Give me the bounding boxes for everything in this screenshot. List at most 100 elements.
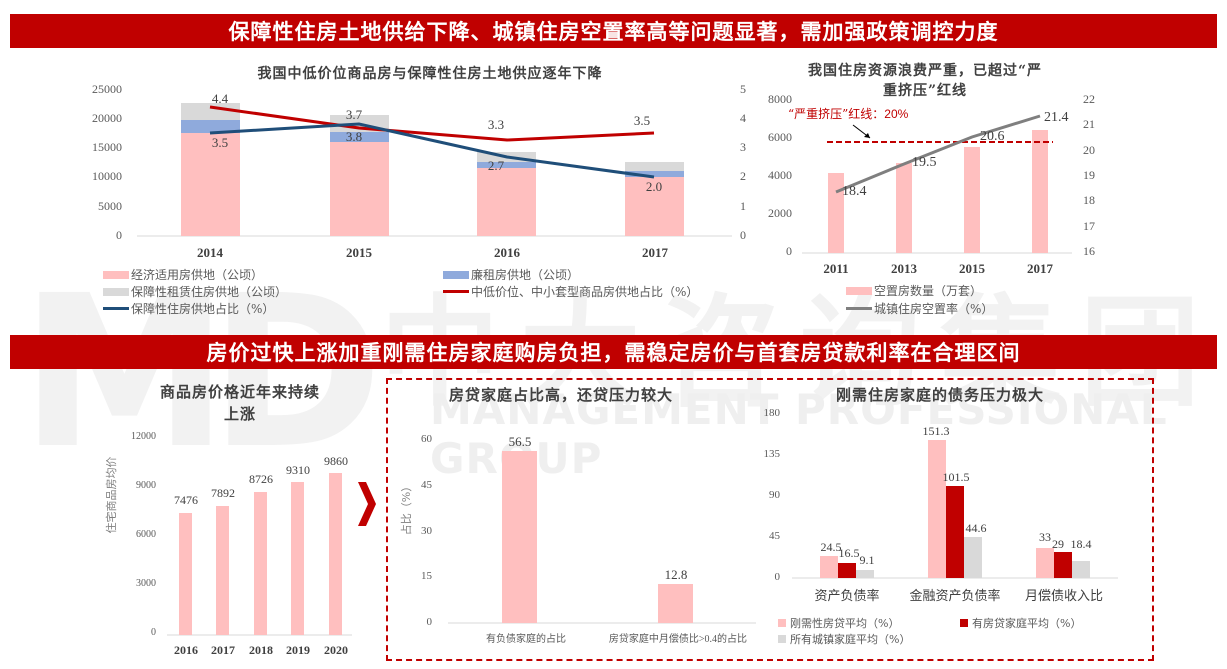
- data-label: 29: [1052, 537, 1064, 551]
- chart-title: 商品房价格近年来持续 上涨: [140, 381, 340, 425]
- legend-item: 经济适用房供地（公顷）: [103, 266, 263, 283]
- x-label: 房贷家庭中月偿债比>0.4的占比: [608, 634, 748, 645]
- y-tick: 6000: [136, 529, 156, 540]
- x-label: 2015: [346, 245, 372, 260]
- price-chart: 商品房价格近年来持续 上涨 住宅商品房均价 12000 9000 6000 30…: [100, 375, 380, 669]
- y-tick: 0: [774, 571, 781, 583]
- land-supply-plot: [137, 103, 732, 237]
- y-tick: 3000: [136, 578, 156, 589]
- x-label: 2013: [891, 261, 917, 276]
- legend-line-navy: [103, 307, 129, 310]
- legend-label: 城镇住房空置率（%）: [874, 302, 994, 316]
- data-label: 19.5: [912, 155, 937, 170]
- legend-swatch-pink: [778, 619, 786, 627]
- legend-label: 保障性住房供地占比（%）: [131, 302, 275, 316]
- x-label: 2011: [823, 261, 849, 276]
- y-tick: 20000: [92, 111, 122, 125]
- y-tick: 9000: [136, 480, 156, 491]
- x-label: 2018: [249, 643, 273, 657]
- data-label: 44.6: [965, 521, 987, 535]
- x-label: 2015: [959, 261, 985, 276]
- y-tick: 25000: [92, 82, 122, 96]
- legend-label: 所有城镇家庭平均（%）: [790, 633, 911, 646]
- y-tick: 15000: [92, 140, 122, 154]
- y-tick: 45: [769, 530, 780, 542]
- data-label: 18.4: [842, 184, 867, 199]
- data-label: 21.4: [1044, 110, 1069, 125]
- y-tick: 0: [151, 627, 156, 638]
- y-tick: 0: [116, 228, 122, 242]
- data-label: 2.7: [487, 158, 505, 173]
- legend-item: 空置房数量（万套）: [846, 282, 982, 299]
- y2-tick: 21: [1083, 117, 1095, 131]
- x-label: 有负债家庭的占比: [486, 634, 566, 645]
- legend-label: 有房贷家庭平均（%）: [972, 617, 1082, 630]
- legend-swatch-gray: [778, 635, 786, 643]
- chart-title: 我国住房资源浪费严重，已超过“严 重挤压”红线: [790, 61, 1060, 101]
- legend-swatch-pink: [846, 286, 872, 295]
- y-tick: 45: [421, 479, 432, 491]
- price-plot: [167, 473, 352, 636]
- data-label: 9310: [286, 463, 310, 477]
- mortgage-share-plot: [448, 451, 756, 624]
- y2-tick: 3: [740, 140, 746, 154]
- data-label: 18.4: [1070, 537, 1092, 551]
- legend-label: 廉租房供地（公顷）: [471, 268, 580, 282]
- chart-title-line1: 商品房价格近年来持续: [159, 383, 320, 401]
- data-label: 7892: [211, 486, 235, 500]
- x-label: 月偿债收入比: [1024, 588, 1103, 603]
- data-label: 24.5: [820, 540, 842, 554]
- legend-swatch-gray: [103, 287, 129, 296]
- top-banner: 保障性住房土地供给下降、城镇住房空置率高等问题显著，需加强政策调控力度: [10, 14, 1217, 48]
- data-label: 151.3: [922, 424, 950, 438]
- data-label: 9.1: [859, 553, 875, 567]
- y-tick: 60: [421, 433, 432, 445]
- data-label: 3.5: [211, 135, 229, 150]
- chart-title: 房贷家庭占比高，还贷压力较大: [448, 386, 673, 404]
- data-label: 4.4: [211, 91, 229, 106]
- legend-item: 廉租房供地（公顷）: [443, 266, 579, 283]
- data-label: 33: [1039, 530, 1051, 544]
- y2-tick: 1: [740, 199, 746, 213]
- data-label: 16.5: [838, 546, 860, 560]
- legend-line-red: [443, 290, 469, 293]
- y2-tick: 17: [1083, 219, 1095, 233]
- legend-swatch-pink: [103, 270, 129, 279]
- data-label: 3.5: [633, 113, 651, 128]
- data-label: 20.6: [980, 129, 1005, 144]
- y-tick: 180: [763, 407, 781, 419]
- chart-title: 我国中低价位商品房与保障性住房土地供应逐年下降: [257, 66, 603, 82]
- x-label: 2020: [324, 643, 348, 657]
- y-tick: 2000: [768, 206, 792, 220]
- y-tick: 30: [421, 525, 432, 537]
- x-label: 2016: [494, 245, 520, 260]
- y2-tick: 0: [740, 228, 746, 242]
- legend-item: 保障性租赁住房供地（公顷）: [103, 283, 287, 300]
- annotation-prefix: “严重挤压”红线：: [788, 107, 885, 121]
- debt-pressure-plot: [792, 440, 1118, 579]
- vacancy-chart: 我国住房资源浪费严重，已超过“严 重挤压”红线 8000 6000 4000 2…: [760, 55, 1120, 325]
- y2-tick: 18: [1083, 193, 1095, 207]
- legend-label: 保障性租赁住房供地（公顷）: [131, 285, 288, 299]
- legend-line-gray: [846, 307, 872, 310]
- legend-item: 城镇住房空置率（%）: [846, 300, 993, 317]
- redline-annotation: “严重挤压”红线：20%: [788, 105, 908, 122]
- data-label: 3.8: [345, 129, 363, 144]
- y-tick: 8000: [768, 92, 792, 106]
- data-label: 9860: [324, 454, 348, 468]
- mortgage-share-chart: 房贷家庭占比高，还贷压力较大 占比（%） 60 45 30 15 0 56.5 …: [386, 378, 756, 661]
- highlight-box: [386, 378, 1154, 661]
- legend-label: 刚需性房贷平均（%）: [790, 617, 900, 630]
- y2-tick: 2: [740, 169, 746, 183]
- x-label: 资产负债率: [814, 588, 880, 603]
- legend-swatch-blue: [443, 270, 469, 279]
- land-supply-chart: 我国中低价位商品房与保障性住房土地供应逐年下降 25000 20000 1500…: [0, 55, 760, 325]
- data-label: 101.5: [942, 470, 970, 484]
- data-label: 7476: [174, 493, 198, 507]
- y-tick: 0: [426, 616, 433, 628]
- vacancy-plot: [802, 114, 1072, 254]
- chart-title-line2: 重挤压”红线: [882, 83, 968, 99]
- y-tick: 135: [763, 448, 781, 460]
- legend-item: 刚需性房贷平均（%）: [778, 615, 899, 631]
- annotation-value: 20%: [884, 107, 909, 121]
